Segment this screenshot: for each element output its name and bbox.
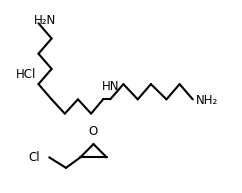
Text: Cl: Cl bbox=[28, 151, 40, 164]
Text: HN: HN bbox=[101, 80, 119, 93]
Text: O: O bbox=[89, 125, 98, 138]
Text: H₂N: H₂N bbox=[34, 14, 56, 27]
Text: NH₂: NH₂ bbox=[196, 94, 219, 107]
Text: HCl: HCl bbox=[16, 68, 36, 81]
